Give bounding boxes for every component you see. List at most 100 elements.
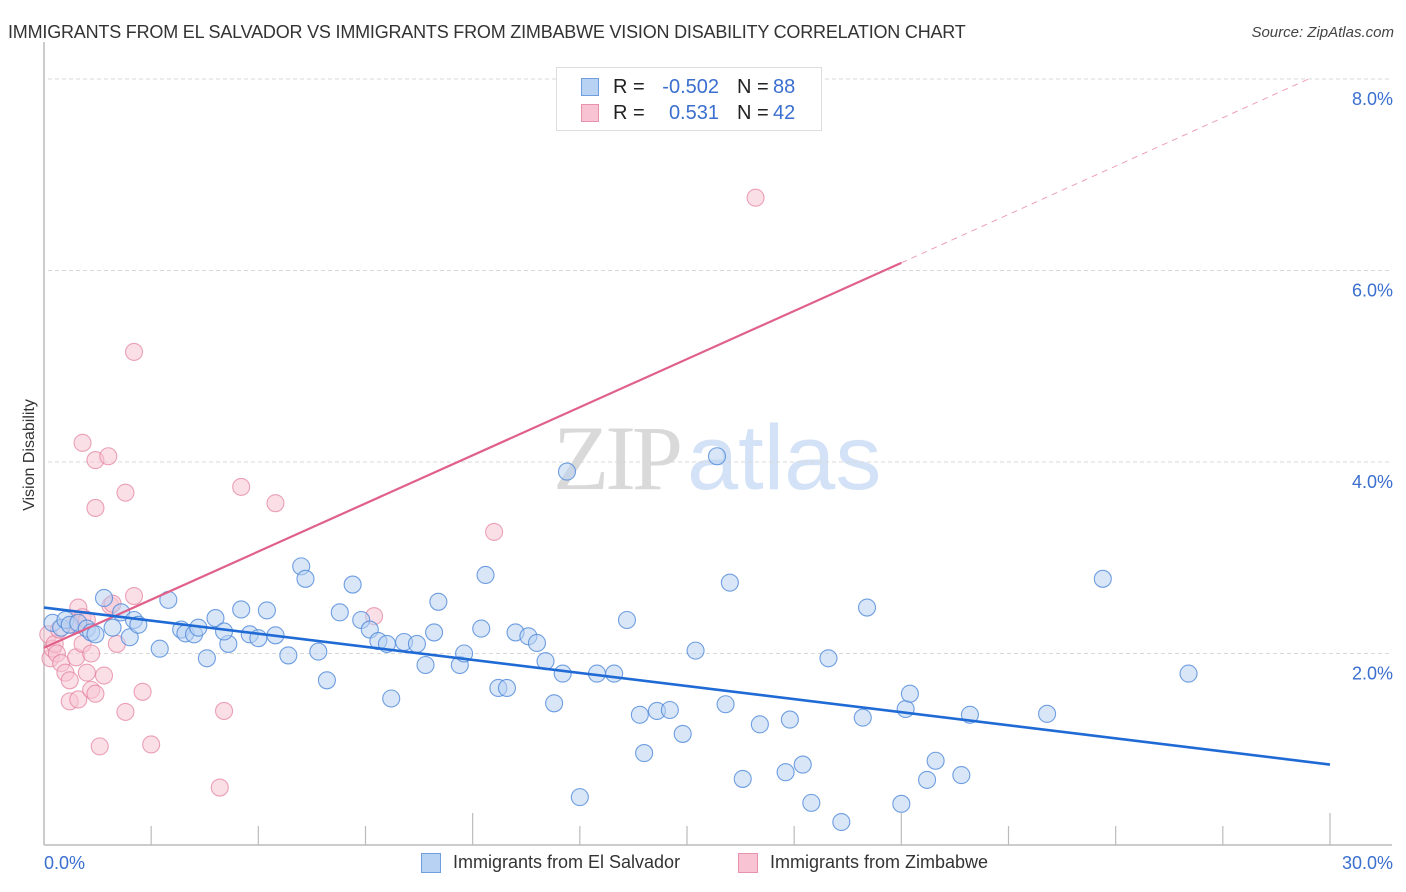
y-tick-label: 8.0%	[1352, 89, 1393, 109]
el-salvador-point[interactable]	[382, 689, 401, 708]
el-salvador-point[interactable]	[197, 649, 216, 668]
zimbabwe-point[interactable]	[210, 778, 229, 797]
el-salvador-point[interactable]	[1038, 704, 1057, 723]
el-salvador-point[interactable]	[802, 793, 821, 812]
zimbabwe-point[interactable]	[485, 522, 504, 541]
el-salvador-point[interactable]	[630, 705, 649, 724]
el-salvador-point[interactable]	[707, 447, 727, 466]
zimbabwe-point[interactable]	[82, 644, 101, 663]
el-salvador-point[interactable]	[232, 600, 251, 619]
el-salvador-point[interactable]	[557, 462, 577, 481]
el-salvador-point[interactable]	[472, 619, 491, 638]
zimbabwe-point[interactable]	[69, 690, 88, 709]
el-salvador-point[interactable]	[570, 788, 589, 807]
el-salvador-swatch	[421, 852, 441, 873]
el-salvador-point[interactable]	[857, 598, 877, 617]
el-salvador-point[interactable]	[330, 603, 349, 622]
zimbabwe-point[interactable]	[133, 682, 152, 701]
el-salvador-point[interactable]	[343, 575, 362, 594]
el-salvador-point[interactable]	[527, 633, 547, 653]
zimbabwe-point[interactable]	[232, 477, 251, 496]
el-salvador-point[interactable]	[892, 794, 911, 813]
el-salvador-point[interactable]	[750, 715, 769, 734]
el-salvador-point[interactable]	[407, 634, 426, 653]
zimbabwe-point[interactable]	[266, 494, 285, 513]
zimbabwe-point[interactable]	[116, 702, 135, 721]
zimbabwe-point[interactable]	[73, 433, 92, 452]
el-salvador-point[interactable]	[720, 573, 739, 592]
el-salvador-point[interactable]	[416, 655, 435, 675]
zimbabwe-point[interactable]	[746, 188, 765, 207]
el-salvador-point[interactable]	[673, 724, 692, 743]
zimbabwe-swatch	[581, 104, 599, 122]
el-salvador-point[interactable]	[832, 812, 851, 832]
el-salvador-point[interactable]	[635, 744, 654, 763]
el-salvador-point[interactable]	[793, 755, 812, 774]
el-salvador-point[interactable]	[776, 763, 795, 782]
el-salvador-point[interactable]	[780, 710, 799, 729]
el-salvador-point[interactable]	[476, 565, 495, 585]
el-salvador-point[interactable]	[733, 769, 752, 788]
el-salvador-point[interactable]	[686, 641, 705, 660]
el-salvador-point[interactable]	[605, 664, 624, 683]
zimbabwe-point[interactable]	[90, 737, 109, 756]
x-tick-label-max: 30.0%	[1342, 853, 1393, 873]
el-salvador-point[interactable]	[206, 609, 225, 628]
r-value: -0.502	[662, 75, 719, 98]
legend-row-zimbabwe: R = 0.531 N = 42	[581, 101, 795, 125]
y-tick-label: 4.0%	[1352, 472, 1393, 492]
el-salvador-point[interactable]	[660, 700, 679, 720]
legend-item-zimbabwe[interactable]: Immigrants from Zimbabwe	[738, 852, 988, 873]
r-label: R =	[613, 101, 645, 124]
el-salvador-point[interactable]	[617, 610, 637, 630]
el-salvador-point[interactable]	[716, 695, 735, 714]
el-salvador-point[interactable]	[120, 628, 139, 647]
zimbabwe-point[interactable]	[94, 666, 114, 685]
el-salvador-point[interactable]	[819, 649, 838, 668]
el-salvador-point[interactable]	[309, 642, 328, 661]
zimbabwe-point[interactable]	[86, 498, 105, 518]
el-salvador-point[interactable]	[900, 684, 919, 703]
zimbabwe-point[interactable]	[116, 483, 135, 502]
el-salvador-points	[43, 447, 1198, 832]
el-salvador-point[interactable]	[1093, 569, 1112, 588]
n-value: 88	[773, 75, 796, 98]
el-salvador-point[interactable]	[94, 588, 114, 608]
r-value: 0.531	[668, 101, 719, 124]
el-salvador-point[interactable]	[545, 694, 564, 713]
el-salvador-point[interactable]	[150, 639, 169, 658]
y-tick-label: 2.0%	[1352, 664, 1393, 684]
zimbabwe-point[interactable]	[214, 701, 234, 721]
el-salvador-point[interactable]	[257, 601, 276, 620]
el-salvador-point[interactable]	[103, 618, 122, 637]
zimbabwe-point[interactable]	[99, 447, 118, 466]
x-tick-label-min: 0.0%	[44, 853, 85, 873]
zimbabwe-point[interactable]	[60, 671, 79, 690]
el-salvador-point[interactable]	[926, 751, 945, 770]
source-label: Source: ZipAtlas.com	[1251, 24, 1394, 41]
zimbabwe-point[interactable]	[142, 735, 161, 754]
legend-item-el-salvador[interactable]: Immigrants from El Salvador	[421, 852, 680, 873]
el-salvador-point[interactable]	[1179, 664, 1198, 683]
zimbabwe-point[interactable]	[124, 342, 144, 361]
el-salvador-point[interactable]	[429, 592, 448, 611]
el-salvador-point[interactable]	[853, 708, 872, 727]
legend-label: Immigrants from Zimbabwe	[770, 852, 989, 872]
zimbabwe-point[interactable]	[86, 684, 105, 703]
el-salvador-point[interactable]	[279, 646, 298, 665]
el-salvador-point[interactable]	[425, 623, 444, 642]
el-salvador-point[interactable]	[317, 671, 336, 690]
n-value: 42	[773, 101, 796, 124]
el-salvador-point[interactable]	[553, 664, 572, 683]
y-axis-title: Vision Disability	[21, 399, 38, 511]
el-salvador-point[interactable]	[952, 766, 971, 785]
el-salvador-point[interactable]	[296, 569, 315, 588]
n-label: N =	[737, 75, 769, 98]
zimbabwe-point[interactable]	[77, 663, 96, 682]
el-salvador-point[interactable]	[896, 699, 915, 719]
trend-lines-overlay	[43, 78, 1331, 766]
zimbabwe-point[interactable]	[124, 586, 144, 606]
el-salvador-point[interactable]	[497, 678, 517, 698]
el-salvador-point[interactable]	[918, 770, 937, 789]
chart-title: IMMIGRANTS FROM EL SALVADOR VS IMMIGRANT…	[8, 22, 966, 42]
